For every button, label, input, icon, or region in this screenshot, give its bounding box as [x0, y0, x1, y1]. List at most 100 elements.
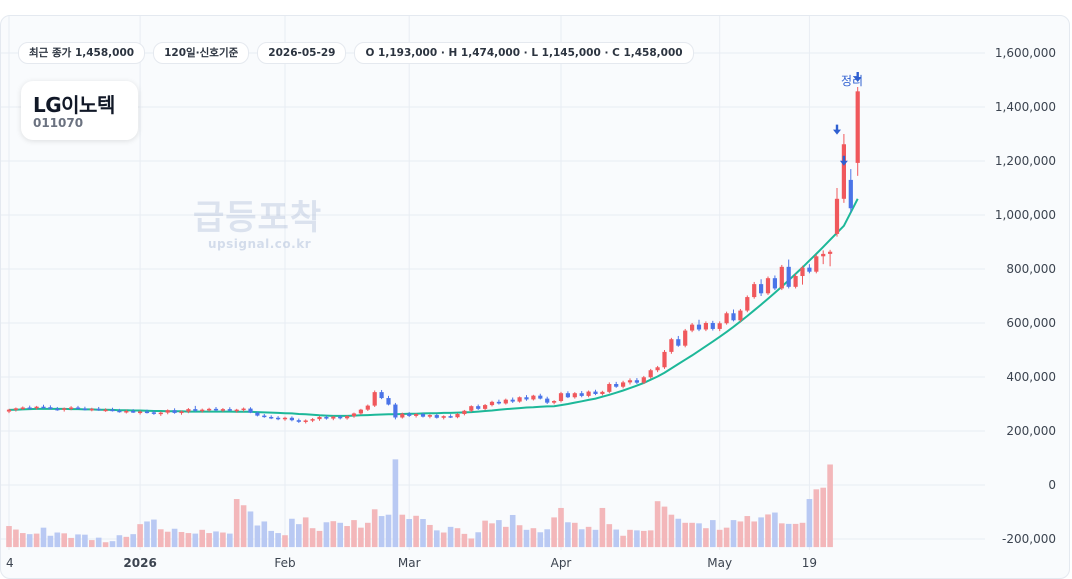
candle-body	[345, 416, 350, 419]
volume-bar	[213, 531, 219, 548]
y-tick-label: 200,000	[1006, 424, 1056, 438]
volume-bar	[330, 521, 337, 548]
volume-bar	[82, 534, 88, 548]
candle-body	[303, 420, 308, 422]
volume-bar	[565, 522, 571, 548]
volume-bar	[516, 525, 523, 548]
candle-body	[227, 409, 232, 411]
ohlc-pill: O 1,193,000 · H 1,474,000 · L 1,145,000 …	[354, 42, 694, 64]
volume-bar	[296, 524, 302, 548]
candle-body	[683, 330, 688, 346]
volume-bar	[792, 523, 799, 548]
volume-bar	[461, 533, 468, 548]
volume-bar	[440, 532, 447, 548]
y-tick-label: 600,000	[1006, 316, 1056, 330]
volume-bar	[116, 535, 123, 548]
volume-bar	[158, 529, 164, 548]
candle-body	[469, 406, 474, 411]
candle-body	[131, 411, 136, 413]
candle-body	[634, 380, 639, 383]
candle-body	[834, 198, 840, 234]
volume-bar	[6, 526, 12, 548]
volume-bar	[696, 523, 702, 548]
candle-body	[420, 413, 426, 417]
candle-body	[365, 405, 370, 410]
candle-body	[572, 393, 577, 398]
volume-bar	[482, 520, 488, 548]
candle-body	[338, 416, 343, 419]
candle-body	[179, 411, 184, 414]
candle-body	[510, 399, 515, 402]
candle-body	[641, 377, 646, 383]
candle-body	[372, 392, 377, 406]
volume-bar	[634, 530, 640, 548]
candle-body	[627, 380, 633, 383]
signal-arrow-icon	[833, 124, 841, 135]
candle-body	[565, 393, 570, 398]
chart-panel[interactable]: 1,600,000 1,400,000 1,200,000 1,000,000 800,…	[0, 15, 1070, 579]
volume-bar	[544, 529, 550, 548]
volume-bar	[592, 529, 599, 548]
candle-body	[648, 370, 653, 378]
candle-body	[276, 417, 281, 420]
volume-bar	[599, 507, 606, 548]
volume-bar	[806, 499, 813, 548]
y-tick-label: 800,000	[1006, 262, 1056, 276]
volume-bar	[13, 529, 19, 548]
candle-body	[34, 406, 39, 409]
candle-body	[434, 415, 439, 418]
candle-body	[607, 384, 612, 392]
volume-bar	[827, 464, 833, 548]
volume-bar	[703, 528, 709, 548]
volume-bar	[275, 533, 281, 548]
candle-body	[351, 413, 357, 417]
candle-body	[379, 392, 384, 399]
candle-body	[62, 408, 67, 410]
volume-bar	[61, 533, 67, 548]
candle-body	[414, 413, 419, 416]
volume-bar	[171, 528, 178, 548]
volume-bar	[578, 529, 585, 548]
candle-body	[745, 297, 750, 311]
price-chart[interactable]: 1,600,000 1,400,000 1,200,000 1,000,000 800,…	[1, 16, 1069, 578]
volume-bar	[737, 521, 744, 548]
volume-bar	[613, 529, 619, 548]
candle-body	[531, 395, 536, 400]
candle-body	[759, 284, 764, 294]
volume-bar	[779, 523, 785, 548]
volume-bar	[68, 537, 74, 548]
candle-body	[255, 412, 260, 416]
watermark-title: 급등포착	[193, 198, 323, 238]
volume-bar	[627, 529, 633, 548]
volume-bar	[716, 529, 723, 548]
candle-body	[855, 91, 860, 163]
volume-bar	[710, 520, 716, 548]
y-tick-label: 1,600,000	[995, 46, 1056, 60]
volume-bar	[434, 530, 440, 548]
volume-bar	[730, 520, 737, 548]
candle-body	[669, 339, 674, 352]
candle-body	[586, 391, 591, 396]
volume-bar	[523, 529, 530, 548]
y-tick-label: 1,400,000	[995, 100, 1056, 114]
candle-body	[248, 408, 253, 413]
candle-body	[103, 409, 108, 412]
candle-body	[752, 284, 757, 298]
volume-bar	[772, 512, 778, 548]
candle-body	[69, 407, 74, 410]
candle-body	[55, 408, 60, 411]
y-tick-label: 1,200,000	[995, 154, 1056, 168]
volume-bar	[530, 528, 537, 548]
candle-body	[6, 409, 12, 412]
candle-body	[800, 267, 805, 277]
candle-body	[593, 391, 598, 395]
candle-body	[220, 409, 225, 411]
volume-bar	[585, 526, 592, 548]
candle-body	[393, 404, 398, 418]
candle-body	[600, 391, 605, 395]
candle-body	[558, 393, 564, 402]
candle-body	[821, 253, 826, 257]
candle-body	[151, 412, 156, 414]
volume-bar	[40, 527, 47, 548]
volume-bar	[365, 522, 371, 548]
